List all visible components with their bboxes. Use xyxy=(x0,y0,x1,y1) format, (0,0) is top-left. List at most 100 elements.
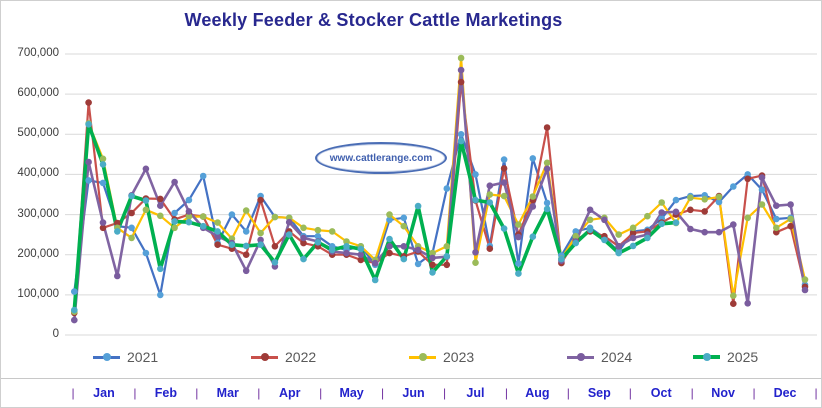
data-point-2021 xyxy=(500,156,508,163)
data-point-2022 xyxy=(701,208,708,215)
data-point-2025 xyxy=(71,306,78,314)
data-point-2022 xyxy=(443,261,451,269)
data-point-2023 xyxy=(400,222,408,230)
month-separator: | xyxy=(442,386,447,400)
data-point-2025 xyxy=(214,228,221,235)
data-point-2023 xyxy=(687,194,694,201)
data-point-2023 xyxy=(271,213,279,221)
data-point-2025 xyxy=(443,253,451,260)
data-point-2022 xyxy=(128,209,135,217)
data-point-2022 xyxy=(114,219,121,227)
legend-item-2025: 2025 xyxy=(693,348,758,366)
data-point-2021 xyxy=(472,171,479,178)
data-point-2023 xyxy=(199,213,207,220)
data-point-2024 xyxy=(472,249,479,256)
data-point-2022 xyxy=(429,261,436,269)
data-point-2023 xyxy=(543,159,551,167)
data-point-2021 xyxy=(672,196,680,204)
data-point-2025 xyxy=(157,265,164,273)
data-point-2024 xyxy=(672,208,680,216)
legend-label-2021: 2021 xyxy=(127,349,159,365)
data-point-2025 xyxy=(672,219,680,226)
legend-label-2023: 2023 xyxy=(443,349,475,365)
data-point-2024 xyxy=(601,216,608,224)
data-point-2021 xyxy=(773,215,780,223)
data-point-2023 xyxy=(328,228,336,235)
month-label-feb: Feb xyxy=(154,386,177,400)
data-point-2024 xyxy=(515,233,522,241)
data-point-2022 xyxy=(457,78,465,86)
month-label-may: May xyxy=(339,386,364,400)
data-point-2023 xyxy=(429,249,436,257)
data-point-2024 xyxy=(701,228,708,236)
y-tick-label: 200,000 xyxy=(17,247,59,260)
data-point-2025 xyxy=(558,255,565,263)
data-point-2023 xyxy=(500,192,508,200)
legend-swatch-2025 xyxy=(693,353,720,361)
data-point-2022 xyxy=(157,195,164,203)
data-point-2024 xyxy=(629,234,637,242)
data-point-2022 xyxy=(99,224,107,232)
y-tick-label: 100,000 xyxy=(17,287,59,300)
data-point-2024 xyxy=(744,300,751,307)
data-point-2024 xyxy=(343,249,350,257)
month-separator: | xyxy=(71,386,75,400)
series-line-2024 xyxy=(73,68,807,321)
legend-item-2023: 2023 xyxy=(409,348,474,366)
data-point-2023 xyxy=(214,219,221,226)
data-point-2024 xyxy=(429,254,436,262)
data-point-2022 xyxy=(85,99,92,106)
legend-swatch-2021 xyxy=(93,353,120,361)
data-point-2022 xyxy=(214,241,221,248)
data-point-2021 xyxy=(758,186,766,193)
data-point-2022 xyxy=(386,249,393,257)
legend-label-2025: 2025 xyxy=(727,349,759,365)
data-point-2023 xyxy=(242,207,250,214)
data-point-2024 xyxy=(801,286,809,294)
data-point-2021 xyxy=(386,216,393,224)
data-point-2024 xyxy=(687,225,694,233)
data-point-2021 xyxy=(715,198,723,206)
data-point-2023 xyxy=(787,215,794,223)
data-point-2023 xyxy=(758,201,766,208)
legend-marker-2024 xyxy=(577,353,585,361)
legend-item-2021: 2021 xyxy=(93,348,158,366)
data-point-2025 xyxy=(658,220,665,228)
data-point-2025 xyxy=(515,270,522,277)
data-point-2025 xyxy=(572,239,579,247)
data-point-2024 xyxy=(300,234,307,242)
month-separator: | xyxy=(566,386,570,400)
month-label-jan: Jan xyxy=(93,386,115,400)
data-point-2021 xyxy=(142,249,150,257)
data-point-2024 xyxy=(787,201,794,208)
data-point-2021 xyxy=(157,291,164,299)
data-point-2024 xyxy=(586,206,594,214)
y-tick-label: 0 xyxy=(52,328,59,340)
data-point-2025 xyxy=(228,241,236,248)
data-point-2024 xyxy=(715,228,723,236)
data-point-2025 xyxy=(314,239,322,246)
data-point-2021 xyxy=(400,214,408,222)
data-point-2021 xyxy=(185,196,193,204)
data-point-2025 xyxy=(371,276,379,284)
data-point-2024 xyxy=(543,165,551,173)
data-point-2022 xyxy=(629,229,637,237)
data-point-2024 xyxy=(171,178,178,186)
data-point-2022 xyxy=(486,245,494,252)
legend-item-2022: 2022 xyxy=(251,348,316,366)
data-point-2023 xyxy=(715,193,723,201)
legend-marker-2022 xyxy=(261,353,269,361)
data-point-2024 xyxy=(615,243,622,250)
data-point-2024 xyxy=(486,182,494,189)
data-point-2023 xyxy=(300,224,307,232)
data-point-2025 xyxy=(429,269,436,276)
data-point-2023 xyxy=(529,193,537,200)
month-separator: | xyxy=(195,386,199,400)
data-point-2023 xyxy=(701,196,708,203)
data-point-2021 xyxy=(515,260,522,267)
data-point-2021 xyxy=(529,155,537,162)
data-point-2024 xyxy=(457,66,465,74)
data-point-2021 xyxy=(414,260,422,268)
